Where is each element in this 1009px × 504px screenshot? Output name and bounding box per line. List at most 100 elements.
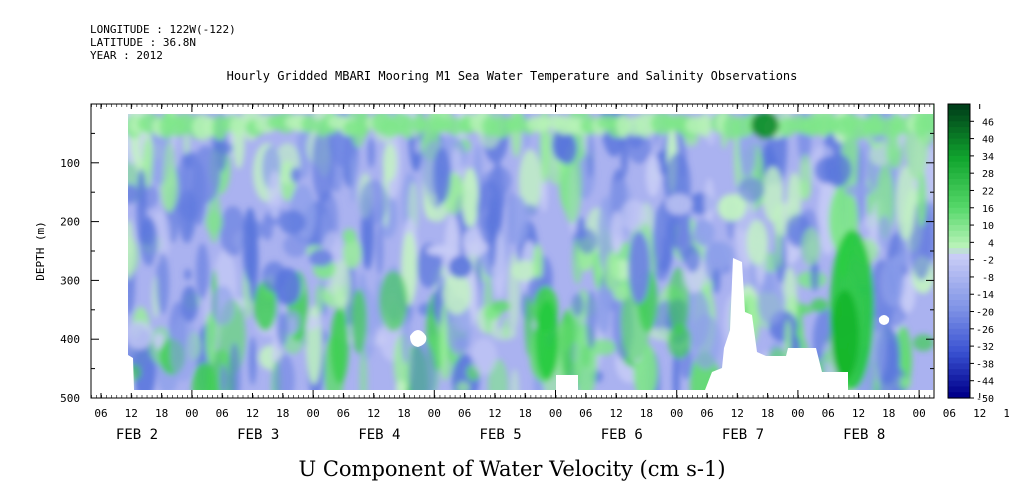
x-day-label: FEB 8 [843, 427, 885, 443]
colorbar-label: -50 [976, 394, 994, 405]
x-tick-label: 00 [306, 407, 319, 420]
x-tick-label: 06 [337, 407, 350, 420]
colorbar-label: 22 [982, 186, 994, 197]
x-tick-label: 12 [973, 407, 986, 420]
colorbar-swatch [948, 253, 970, 261]
colorbar-swatch [948, 259, 970, 267]
heatmap-cell [672, 346, 680, 398]
heatmap-cell [556, 132, 578, 165]
colorbar-label: -14 [976, 290, 994, 301]
heatmap-cell [540, 173, 548, 213]
missing-data [128, 390, 933, 398]
colorbar-label: -38 [976, 359, 994, 370]
missing-data [410, 330, 427, 347]
colorbar-swatch [948, 265, 970, 272]
colorbar-swatch [948, 167, 970, 174]
colorbar-swatch [948, 340, 970, 347]
heatmap-cell [312, 123, 335, 204]
colorbar-label: 34 [982, 152, 994, 163]
heatmap-cell [376, 224, 384, 276]
heatmap-cell [440, 303, 448, 382]
colorbar-swatch [948, 369, 970, 376]
heatmap-cell [560, 309, 575, 378]
x-tick-label: 06 [94, 407, 107, 420]
heatmap-cell [262, 214, 273, 241]
heatmap-cell [881, 258, 905, 308]
heatmap-cell [511, 260, 538, 282]
colorbar-label: -20 [976, 308, 994, 319]
heatmap-cell [359, 348, 368, 398]
colorbar-swatch [948, 196, 970, 203]
heatmap-cell [448, 116, 463, 136]
heatmap-cell [843, 184, 874, 197]
heatmap-cell [628, 231, 650, 304]
y-axis-label: DEPTH (m) [34, 221, 47, 281]
heatmap-cell [430, 115, 443, 136]
x-tick-label: 06 [943, 407, 956, 420]
x-tick-label: 18 [155, 407, 168, 420]
colorbar-swatch [948, 219, 970, 226]
x-day-label: FEB 2 [116, 427, 158, 443]
heatmap-cell [276, 312, 289, 346]
y-axis-ticks: 100 200 300 400 500 [60, 132, 934, 405]
colorbar-swatch [948, 121, 970, 128]
colorbar-swatch [948, 104, 970, 111]
heatmap-cell [183, 132, 191, 156]
colorbar-swatch [948, 300, 970, 307]
missing-data [91, 104, 128, 398]
heatmap-cell [751, 111, 779, 139]
heatmap-cell [704, 241, 725, 283]
colorbar-swatch [948, 282, 970, 290]
heatmap-cell [367, 137, 375, 168]
heatmap-cell [746, 219, 769, 266]
x-axis-ticks: 06 12 18 00 06 12 18 00 06 12 18 00 06 12 18 00 06 12 18 00… [91, 104, 1009, 443]
colorbar-swatch [948, 323, 970, 330]
colorbar-swatch [948, 380, 970, 388]
heatmap-cell [205, 311, 217, 365]
colorbar-swatch [948, 138, 970, 145]
heatmap-cell [184, 268, 192, 281]
x-tick-label: 18 [519, 407, 532, 420]
x-tick-label: 12 [852, 407, 865, 420]
y-tick-label: 500 [60, 392, 80, 405]
colorbar-swatch [948, 374, 970, 382]
y-tick-label: 200 [60, 216, 80, 229]
heatmap-cell [461, 167, 479, 228]
heatmap-cell [262, 261, 287, 293]
colorbar-swatch [948, 207, 970, 215]
heatmap-cell [476, 179, 503, 245]
missing-data-regions [91, 104, 933, 398]
heatmap-cell [332, 260, 351, 309]
heatmap-cell [886, 132, 900, 169]
heatmap-cell [432, 147, 451, 204]
colorbar-swatch [948, 311, 970, 318]
colorbar-swatch [948, 351, 970, 359]
heatmap-cell [814, 156, 840, 184]
variable-title: U Component of Water Velocity (cm s-1) [298, 457, 725, 481]
heatmap-field [91, 104, 934, 398]
heatmap-cell [616, 113, 631, 139]
missing-data [878, 315, 890, 325]
heatmap-cell [483, 275, 493, 335]
x-tick-label: 00 [185, 407, 198, 420]
heatmap-cell [649, 327, 674, 341]
colorbar-swatch [948, 230, 970, 238]
colorbar-swatch [948, 155, 970, 163]
heatmap-cell [178, 188, 196, 244]
colorbar-swatch [948, 248, 970, 255]
heatmap-cell [502, 317, 510, 339]
heatmap-cell [181, 285, 198, 323]
colorbar-frame [947, 103, 971, 399]
heatmap-cell [737, 177, 765, 203]
heatmap-cell [248, 336, 257, 386]
x-tick-label: 12 [246, 407, 259, 420]
latitude-label: LATITUDE : 36.8N [90, 36, 196, 49]
colorbar-label: -32 [976, 342, 994, 353]
missing-data [705, 258, 848, 390]
colorbar-swatch [948, 132, 970, 140]
heatmap-cell [379, 270, 408, 332]
colorbar-swatch [948, 161, 970, 169]
colorbar-swatch [948, 127, 970, 134]
